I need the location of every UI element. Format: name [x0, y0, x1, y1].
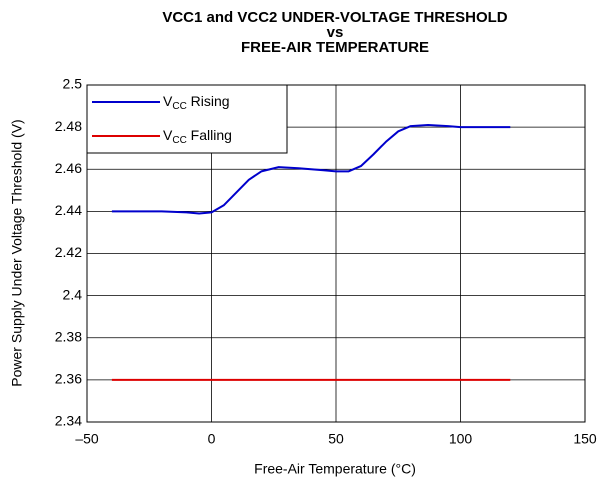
y-tick-label: 2.48: [55, 118, 82, 134]
line-series: [111, 124, 511, 215]
y-tick-label: 2.5: [63, 76, 83, 92]
y-tick-label: 2.34: [55, 413, 82, 429]
x-tick-label: 0: [208, 431, 216, 447]
x-tick-label: 50: [328, 431, 344, 447]
x-tick-label: –50: [75, 431, 99, 447]
y-tick-label: 2.38: [55, 328, 82, 344]
legend-box: [86, 84, 288, 154]
legend-label: VCC Rising: [163, 93, 230, 112]
chart-title: vs: [327, 24, 344, 41]
y-tick-label: 2.36: [55, 371, 82, 387]
y-tick-label: 2.46: [55, 160, 82, 176]
y-axis-label: Power Supply Under Voltage Threshold (V): [9, 119, 25, 386]
x-tick-label: 100: [449, 431, 473, 447]
x-tick-label: 150: [573, 431, 597, 447]
y-tick-label: 2.42: [55, 244, 82, 260]
y-tick-label: 2.44: [55, 202, 82, 218]
chart-title: FREE-AIR TEMPERATURE: [241, 39, 429, 56]
y-tick-label: 2.4: [63, 286, 83, 302]
legend-label: VCC Falling: [163, 127, 232, 146]
x-axis-label: Free-Air Temperature (°C): [254, 461, 416, 477]
legend: VCC Rising VCC Falling: [86, 84, 288, 154]
chart-title: VCC1 and VCC2 UNDER-VOLTAGE THRESHOLD: [162, 9, 507, 26]
plot-frame: [86, 84, 586, 423]
